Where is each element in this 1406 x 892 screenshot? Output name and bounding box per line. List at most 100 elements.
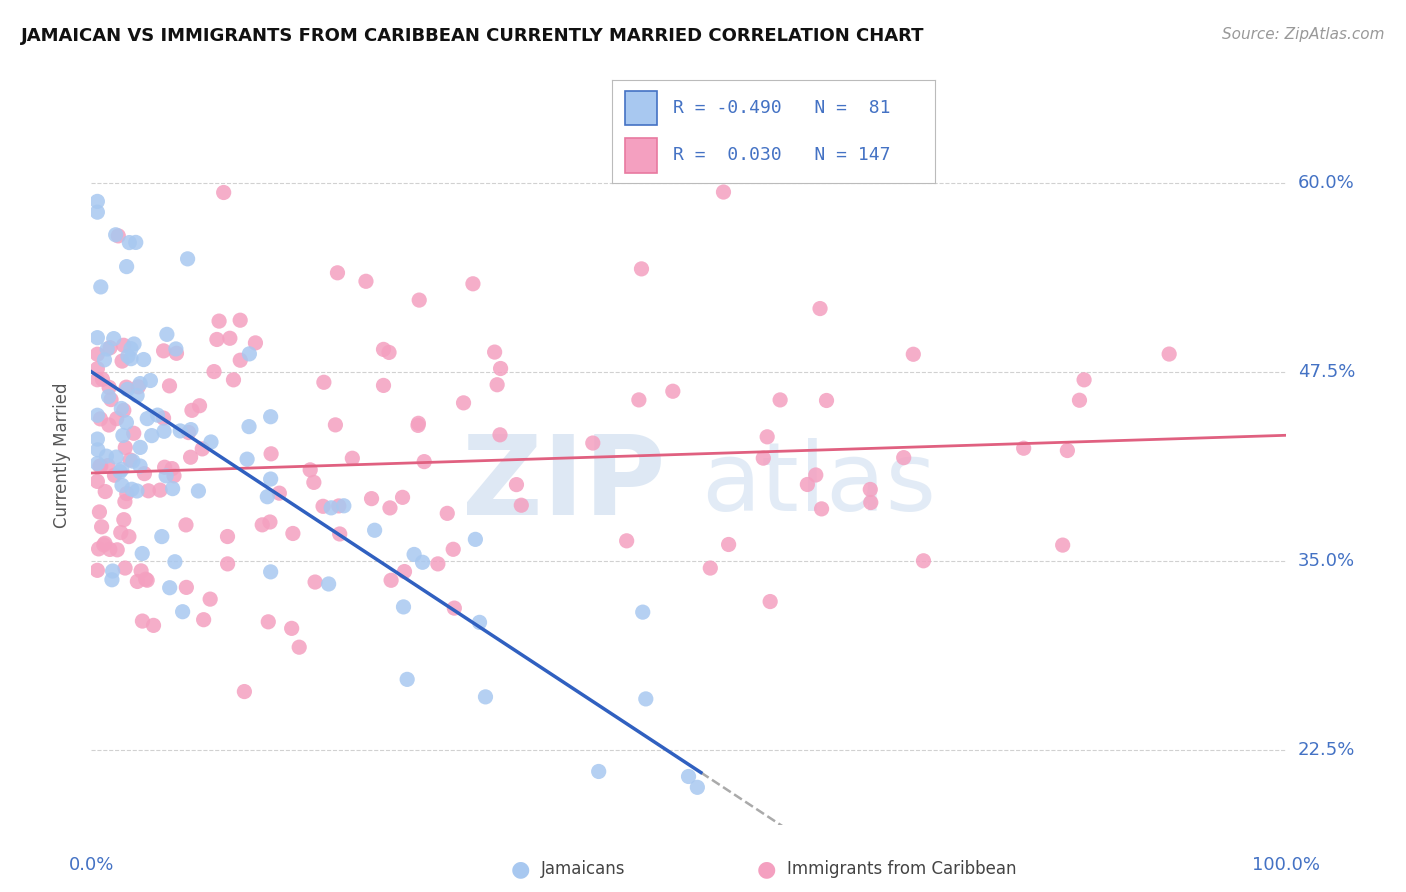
Point bbox=[363, 523, 385, 537]
Point bbox=[159, 379, 181, 393]
Point bbox=[162, 482, 184, 496]
Point bbox=[129, 441, 152, 455]
Point bbox=[1073, 373, 1095, 387]
Point bbox=[759, 594, 782, 608]
Point bbox=[149, 483, 172, 497]
Point bbox=[413, 455, 436, 469]
Point bbox=[101, 564, 124, 578]
Point bbox=[150, 530, 173, 544]
Point bbox=[217, 529, 239, 543]
Point bbox=[200, 435, 222, 450]
Point bbox=[136, 411, 159, 425]
Point bbox=[89, 412, 111, 426]
Point bbox=[86, 347, 108, 361]
Point bbox=[752, 451, 775, 466]
Point bbox=[120, 342, 142, 356]
Point bbox=[122, 426, 145, 441]
Point bbox=[222, 373, 245, 387]
Point bbox=[89, 505, 111, 519]
Point bbox=[156, 327, 179, 342]
Point bbox=[125, 483, 148, 498]
Point bbox=[208, 314, 231, 328]
Text: ZIP: ZIP bbox=[461, 431, 665, 538]
Point bbox=[153, 425, 176, 439]
Point bbox=[217, 557, 239, 571]
Point bbox=[713, 185, 735, 199]
Point bbox=[404, 548, 426, 562]
Point bbox=[394, 565, 416, 579]
Point bbox=[627, 392, 650, 407]
Point bbox=[121, 482, 143, 496]
Point bbox=[96, 449, 118, 463]
Point bbox=[118, 235, 141, 250]
Point bbox=[110, 401, 132, 416]
Point bbox=[441, 542, 464, 557]
Point bbox=[96, 342, 118, 356]
Point bbox=[360, 491, 382, 506]
Point bbox=[233, 684, 256, 698]
Point bbox=[112, 403, 135, 417]
Point bbox=[125, 235, 148, 250]
Point bbox=[118, 530, 141, 544]
Point bbox=[127, 380, 149, 394]
Point bbox=[98, 542, 121, 557]
Text: 60.0%: 60.0% bbox=[1298, 174, 1354, 192]
Point bbox=[142, 618, 165, 632]
Point bbox=[804, 467, 827, 482]
Point bbox=[859, 495, 882, 509]
Text: JAMAICAN VS IMMIGRANTS FROM CARIBBEAN CURRENTLY MARRIED CORRELATION CHART: JAMAICAN VS IMMIGRANTS FROM CARIBBEAN CU… bbox=[21, 27, 925, 45]
Point bbox=[90, 459, 112, 474]
Point bbox=[588, 764, 610, 779]
Point bbox=[152, 343, 174, 358]
Point bbox=[406, 418, 429, 433]
Point bbox=[104, 227, 127, 242]
Point bbox=[505, 477, 527, 491]
Text: Immigrants from Caribbean: Immigrants from Caribbean bbox=[787, 860, 1017, 878]
Point bbox=[396, 673, 419, 687]
Point bbox=[391, 491, 413, 505]
Point bbox=[166, 346, 188, 360]
Point bbox=[810, 501, 832, 516]
Point bbox=[86, 205, 108, 219]
Point bbox=[100, 392, 122, 407]
Point bbox=[912, 554, 935, 568]
Point bbox=[86, 194, 108, 209]
Point bbox=[699, 561, 721, 575]
Point bbox=[138, 483, 160, 498]
Point bbox=[426, 557, 449, 571]
Point bbox=[169, 424, 191, 438]
Point bbox=[86, 373, 108, 387]
Point bbox=[110, 525, 132, 540]
Point bbox=[117, 349, 139, 363]
Point bbox=[136, 573, 159, 587]
Point bbox=[808, 301, 831, 316]
Point bbox=[318, 577, 340, 591]
Text: 0.0%: 0.0% bbox=[69, 855, 114, 873]
Point bbox=[769, 392, 792, 407]
Point bbox=[86, 361, 108, 376]
Point bbox=[1012, 441, 1035, 455]
Point bbox=[89, 459, 111, 474]
Point bbox=[1056, 443, 1078, 458]
Point bbox=[98, 341, 121, 355]
Point bbox=[408, 293, 430, 307]
Point bbox=[288, 640, 311, 655]
Point bbox=[630, 261, 652, 276]
Point bbox=[86, 457, 108, 471]
Point bbox=[160, 461, 183, 475]
Point bbox=[131, 547, 153, 561]
Point bbox=[111, 462, 134, 476]
Point bbox=[98, 380, 121, 394]
Point bbox=[180, 423, 202, 437]
Text: Jamaicans: Jamaicans bbox=[541, 860, 626, 878]
Point bbox=[302, 475, 325, 490]
Point bbox=[229, 353, 252, 368]
Point bbox=[105, 450, 128, 464]
Point bbox=[412, 555, 434, 569]
Point bbox=[304, 575, 326, 590]
Point bbox=[489, 361, 512, 376]
Point bbox=[280, 621, 302, 635]
Point bbox=[163, 555, 186, 569]
Point bbox=[373, 343, 395, 357]
Point bbox=[198, 592, 221, 607]
